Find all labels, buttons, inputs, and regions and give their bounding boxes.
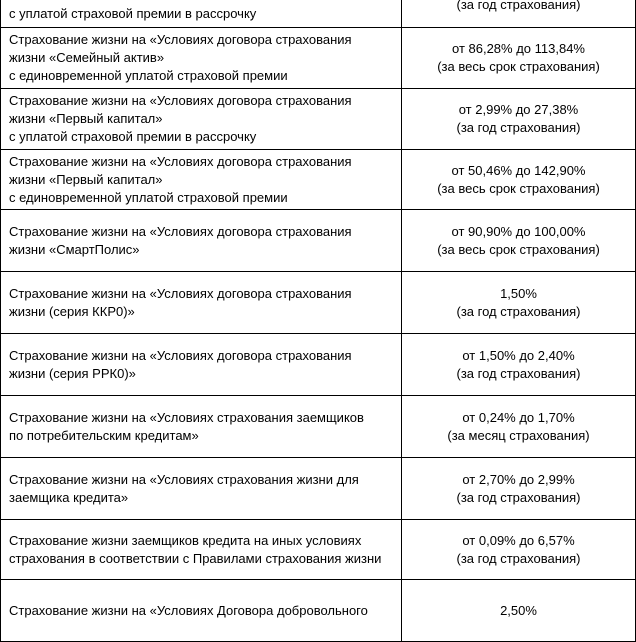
cell-line: от 0,09% до 6,57% (462, 532, 575, 548)
cell-line: Страхование жизни на «Условиях договора … (9, 347, 352, 363)
rate-cell: от 0,09% до 6,57% (за год страхования) (401, 519, 636, 580)
cell-line: Страхование жизни на «Условиях страхован… (9, 409, 364, 425)
cell-line: Страхование жизни на «Условиях Договора … (9, 602, 368, 618)
table-row: Страхование жизни заемщиков кредита на и… (0, 519, 636, 580)
table-row: Страхование жизни на «Условиях страхован… (0, 457, 636, 520)
rate-cell: от 2,99% до 27,38% (за год страхования) (401, 88, 636, 150)
rate-cell: 2,50% (401, 579, 636, 642)
cell-line: с единовременной уплатой страховой преми… (9, 68, 288, 83)
cell-line: с уплатой страховой премии в рассрочку (9, 5, 257, 21)
cell-line: Страхование жизни на «Условиях договора … (9, 285, 352, 301)
table-row: Страхование жизни на «Условиях страхован… (0, 395, 636, 458)
cell-line: (за весь срок страхования) (437, 59, 600, 74)
table-row: жизни «Семейный актив»с уплатой страхово… (0, 0, 636, 28)
table-row: Страхование жизни на «Условиях договора … (0, 209, 636, 272)
cell-line: Страхование жизни на «Условиях договора … (9, 32, 352, 47)
cell-line: Страхование жизни на «Условиях договора … (9, 93, 352, 108)
table-row: Страхование жизни на «Условиях договора … (0, 27, 636, 89)
table-row: Страхование жизни на «Условиях договора … (0, 149, 636, 210)
product-cell: Страхование жизни на «Условиях договора … (0, 271, 402, 334)
product-cell: Страхование жизни на «Условиях договора … (0, 333, 402, 396)
table-row: Страхование жизни на «Условиях договора … (0, 333, 636, 396)
product-cell: Страхование жизни на «Условиях договора … (0, 209, 402, 272)
cell-line: от 2,99% до 27,38% (458, 102, 579, 117)
cell-line: Страхование жизни на «Условиях договора … (9, 223, 352, 239)
cell-line: от 0,24% до 1,70% (462, 409, 575, 425)
cell-line: жизни «Семейный актив» (9, 50, 165, 65)
cell-line: (за год страхования) (456, 303, 581, 319)
cell-line: (за весь срок страхования) (437, 180, 600, 196)
cell-line: (за месяц страхования) (447, 427, 590, 443)
product-cell: Страхование жизни на «Условиях договора … (0, 149, 402, 210)
product-cell: жизни «Семейный актив»с уплатой страхово… (0, 0, 402, 28)
cell-line: от 50,46% до 142,90% (451, 162, 586, 178)
cell-line: (за год страхования) (456, 550, 581, 566)
cell-line: страхования в соответствии с Правилами с… (9, 550, 382, 566)
cell-line: жизни (серия ККР0)» (9, 303, 135, 319)
cell-line: с единовременной уплатой страховой преми… (9, 189, 288, 205)
product-cell: Страхование жизни на «Условиях страхован… (0, 395, 402, 458)
cell-line: (за год страхования) (456, 120, 581, 135)
cell-line: жизни «СмартПолис» (9, 241, 140, 257)
cell-line: Страхование жизни на «Условиях договора … (9, 153, 352, 169)
cell-line: (за год страхования) (456, 365, 581, 381)
rate-cell: от 1,50% до 2,40% (за год страхования) (401, 333, 636, 396)
cell-line: заемщика кредита» (9, 489, 129, 505)
rate-cell: от 50,46% до 142,90% (за весь срок страхо… (401, 149, 636, 210)
cell-line: (за год страхования) (456, 489, 581, 505)
rate-cell: от 2,70% до 2,99% (за год страхования) (401, 457, 636, 520)
cell-line: жизни (серия РРК0)» (9, 365, 136, 381)
cell-line: (за весь срок страхования) (437, 241, 600, 257)
cell-line: 1,50% (500, 285, 537, 301)
rate-cell: от 0,24% до 1,70% (за месяц страхования) (401, 395, 636, 458)
cell-line: с уплатой страховой премии в рассрочку (9, 129, 257, 144)
rate-cell: от 90,90% до 100,00% (за весь срок страхо… (401, 209, 636, 272)
cell-line: жизни «Первый капитал» (9, 171, 163, 187)
cell-line: Страхование жизни заемщиков кредита на и… (9, 532, 362, 548)
cell-line: жизни «Первый капитал» (9, 111, 163, 126)
cell-line: жизни «Семейный актив» (9, 0, 393, 5)
product-cell: Страхование жизни на «Условиях страхован… (0, 457, 402, 520)
table-row: Страхование жизни на «Условиях Договора … (0, 579, 636, 642)
cell-line: от 86,28% до 113,84% (452, 41, 585, 56)
cell-line: (за год страхования) (456, 0, 581, 12)
cell-line: Страхование жизни на «Условиях страхован… (9, 471, 359, 487)
table-row: Страхование жизни на «Условиях договора … (0, 271, 636, 334)
cell-line: от 2,70% до 2,99% (462, 471, 575, 487)
cell-line: по потребительским кредитам» (9, 427, 199, 443)
cell-line: от 90,90% до 100,00% (451, 223, 586, 239)
cell-line: от 1,50% до 2,40% (462, 347, 575, 363)
cell-line: 2,50% (500, 602, 537, 618)
rate-cell: (за год страхования) (401, 0, 636, 28)
product-cell: Страхование жизни заемщиков кредита на и… (0, 519, 402, 580)
product-cell: Страхование жизни на «Условиях договора … (0, 27, 402, 89)
table-row: Страхование жизни на «Условиях договора … (0, 88, 636, 150)
product-cell: Страхование жизни на «Условиях договора … (0, 88, 402, 150)
rate-cell: 1,50% (за год страхования) (401, 271, 636, 334)
product-cell: Страхование жизни на «Условиях Договора … (0, 579, 402, 642)
rate-cell: от 86,28% до 113,84% (за весь срок страхо… (401, 27, 636, 89)
